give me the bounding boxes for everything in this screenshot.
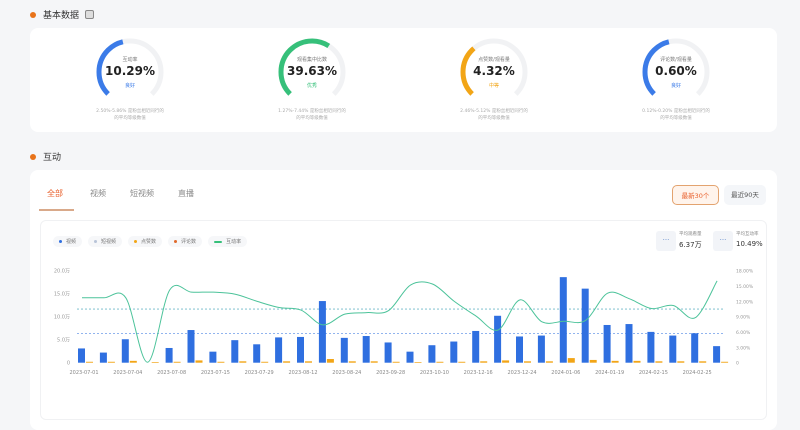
caption-line: 的平均等级数值 [114,116,146,121]
legend-item[interactable]: 短视频 [88,236,123,247]
legend-item[interactable]: 点赞数 [128,236,163,247]
gauge-label: 观看集中比数 [296,57,327,63]
gauge-caption: 1.27%-7.44% 是粉丝相近同行的 的平均等级数值 [252,108,372,122]
legend-item[interactable]: 视频 [53,236,83,247]
tab-video[interactable]: 视频 [90,189,106,198]
stat-label: 平均互动率 [736,232,759,237]
caption-line: 2.50%-5.86% 是粉丝相近同行的 [96,109,164,114]
gauge-status: 中等 [488,83,499,89]
tab-short-video[interactable]: 短视频 [130,189,154,198]
gauge-ring [460,38,528,106]
gauge-caption: 2.50%-5.86% 是粉丝相近同行的 的平均等级数值 [70,108,190,122]
active-tab-underline [39,209,74,211]
legend-label: 短视频 [101,239,117,245]
caption-line: 1.27%-7.44% 是粉丝相近同行的 [278,109,346,114]
chart-legend: 视频 短视频 点赞数 评论数 互动率 [53,236,248,247]
caption-line: 的平均等级数值 [296,116,328,121]
gauge-status: 良好 [670,83,681,89]
gauge-label: 互动率 [122,57,138,63]
legend-dot-icon [59,240,62,243]
legend-item[interactable]: 互动率 [208,236,248,247]
more-icon: ··· [656,231,676,251]
caption-line: 的平均等级数值 [660,116,692,121]
more-icon: ··· [713,231,733,251]
caption-line: 2.46%-5.12% 是粉丝相近同行的 [460,109,528,114]
gauge-value: 39.63% [287,64,337,78]
avg-views-stat: ··· 平均观看量 6.37万 [656,231,702,251]
legend-dot-icon [134,240,138,243]
copy-icon[interactable] [85,10,95,19]
legend-dot-icon [94,240,98,243]
gauge-fill [278,38,346,106]
gauge-status: 良好 [124,83,135,89]
legend-label: 评论数 [181,239,197,245]
basic-data-card: 互动率 10.29% 良好 2.50%-5.86% 是粉丝相近同行的 的平均等级数… [30,28,777,132]
gauge-4: 评论数/观看量 0.60% 良好 0.12%-0.20% 是粉丝相近同行的 的平均… [596,28,756,132]
gauge-caption: 0.12%-0.20% 是粉丝相近同行的 的平均等级数值 [616,108,736,122]
gauge-value: 4.32% [473,64,515,78]
avg-interaction-stat: ··· 平均互动率 10.49% [713,231,763,251]
gauge-caption: 2.46%-5.12% 是粉丝相近同行的 的平均等级数值 [434,108,554,122]
gauge-ring [96,38,164,106]
legend-label: 点赞数 [141,239,157,245]
caption-line: 的平均等级数值 [478,116,510,121]
tab-all[interactable]: 全部 [47,189,63,198]
section-basic-data: 基本数据 [30,8,95,21]
gauge-3: 点赞数/观看量 4.32% 中等 2.46%-5.12% 是粉丝相近同行的 的平均… [414,28,574,132]
caption-line: 0.12%-0.20% 是粉丝相近同行的 [642,109,710,114]
interaction-card: 全部 视频 短视频 直播 最新30个 最近90天 视频 短视频 点赞数 评论数 互动率 … [30,170,777,430]
gauge-ring [278,38,346,106]
tab-live[interactable]: 直播 [178,189,194,198]
gauge-value: 10.29% [105,64,155,78]
gauge-2: 观看集中比数 39.63% 优秀 1.27%-7.44% 是粉丝相近同行的 的平均… [232,28,392,132]
gauge-1: 互动率 10.29% 良好 2.50%-5.86% 是粉丝相近同行的 的平均等级数… [50,28,210,132]
stat-value: 6.37万 [679,241,702,249]
section-interaction: 互动 [30,150,61,163]
gauge-status: 优秀 [306,83,317,89]
section-dot-icon [30,153,36,160]
gauge-label: 点赞数/观看量 [478,57,510,63]
gauge-ring [642,38,710,106]
legend-label: 互动率 [226,239,242,245]
legend-line-icon [214,240,223,243]
legend-dot-icon [174,240,178,243]
last-90-days-button[interactable]: 最近90天 [724,185,766,205]
latest-30-button[interactable]: 最新30个 [672,185,719,205]
gauge-value: 0.60% [655,64,697,78]
gauge-fill [460,38,528,106]
stat-label: 平均观看量 [679,232,702,237]
gauge-fill [96,38,164,106]
chart-panel: 视频 短视频 点赞数 评论数 互动率 ··· 平均观看量 6.37万 ··· 平均互动率 1… [40,220,767,420]
legend-label: 视频 [66,239,77,245]
section-dot-icon [30,11,36,18]
gauge-label: 评论数/观看量 [660,57,692,63]
stat-value: 10.49% [736,240,763,248]
legend-item[interactable]: 评论数 [168,236,203,247]
section-title: 基本数据 [43,11,80,21]
section-title: 互动 [43,153,62,163]
